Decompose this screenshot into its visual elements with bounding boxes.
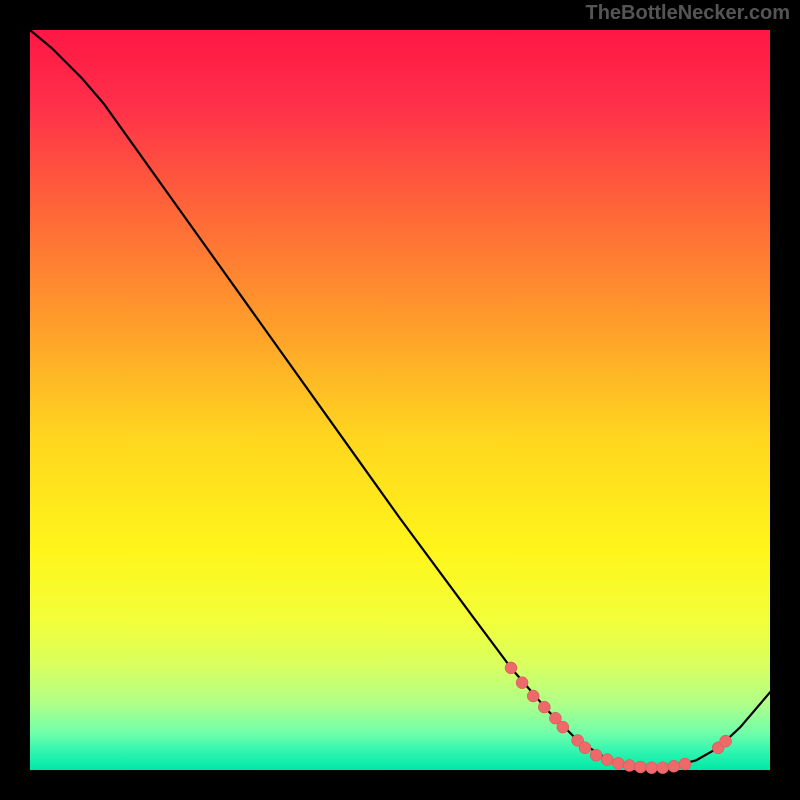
curve-marker bbox=[579, 742, 591, 754]
curve-marker bbox=[516, 677, 528, 689]
curve-marker bbox=[612, 757, 624, 769]
bottleneck-curve-chart bbox=[0, 0, 800, 800]
curve-marker bbox=[679, 758, 691, 770]
chart-container: TheBottleNecker.com bbox=[0, 0, 800, 800]
curve-marker bbox=[601, 754, 613, 766]
curve-marker bbox=[635, 761, 647, 773]
curve-marker bbox=[538, 701, 550, 713]
curve-marker bbox=[668, 760, 680, 772]
attribution-text: TheBottleNecker.com bbox=[585, 2, 790, 25]
curve-marker bbox=[646, 762, 658, 774]
chart-gradient-background bbox=[30, 30, 770, 770]
curve-marker bbox=[720, 735, 732, 747]
curve-marker bbox=[557, 721, 569, 733]
curve-marker bbox=[657, 762, 669, 774]
curve-marker bbox=[527, 690, 539, 702]
curve-marker bbox=[505, 662, 517, 674]
curve-marker bbox=[590, 749, 602, 761]
curve-marker bbox=[623, 760, 635, 772]
